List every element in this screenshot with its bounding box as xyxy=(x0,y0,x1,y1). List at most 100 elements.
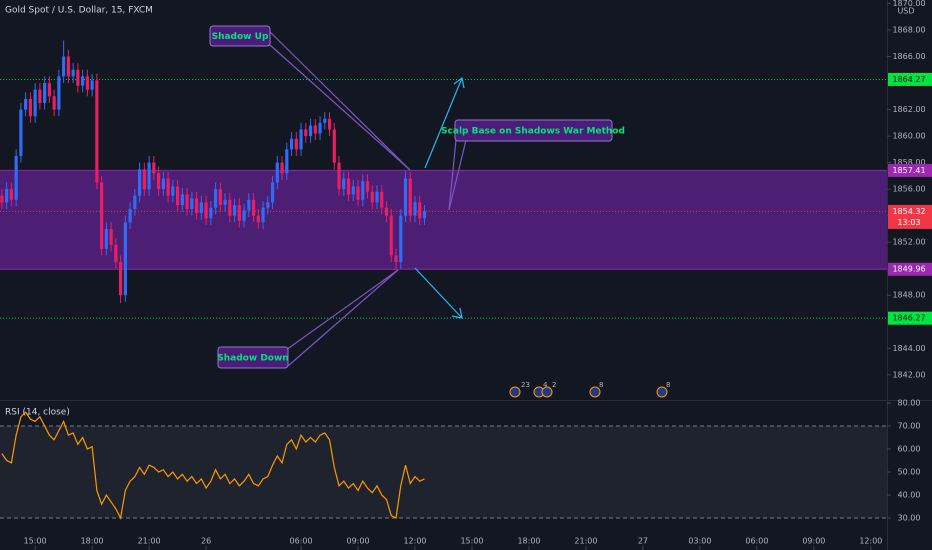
candle-body xyxy=(251,199,256,216)
price-label: 1864.27 xyxy=(892,75,925,84)
x-tick-label: 03:00 xyxy=(688,537,711,546)
candle-body xyxy=(166,178,170,196)
zone xyxy=(0,170,887,270)
x-tick-label: 15:00 xyxy=(24,537,47,546)
candle-body xyxy=(318,122,322,134)
candle-body xyxy=(190,198,194,210)
price-label-bg xyxy=(888,163,932,177)
candle-body xyxy=(384,207,389,216)
event-count: 23 xyxy=(521,381,530,389)
arrow-head xyxy=(453,76,465,89)
candle-body xyxy=(138,169,142,196)
y-tick-label: 1862.00 xyxy=(892,105,925,114)
x-tick-label: 09:00 xyxy=(802,537,825,546)
event-count: 2 xyxy=(552,381,556,389)
events: 23 4 2 8 8 xyxy=(509,381,670,398)
candle-body xyxy=(237,205,241,221)
x-tick-label: 06:00 xyxy=(290,537,313,546)
rsi-title: RSI (14, close) xyxy=(5,408,70,418)
candle-body xyxy=(285,149,289,174)
candle-body xyxy=(308,125,313,137)
candle-body xyxy=(256,215,260,223)
arrow xyxy=(414,267,463,319)
annotation-box xyxy=(454,119,613,142)
candle-body xyxy=(19,109,23,156)
x-tick-label: 18:00 xyxy=(517,537,540,546)
candle-body xyxy=(323,118,327,123)
y-tick-label: 1858.00 xyxy=(892,158,925,167)
candle-body xyxy=(289,138,294,150)
x-tick-label: 18:00 xyxy=(81,537,104,546)
chart-title: Gold Spot / U.S. Dollar, 15, FXCM xyxy=(5,6,153,16)
candle-body xyxy=(294,138,298,150)
candle-body xyxy=(95,80,99,183)
price-label-bg xyxy=(888,262,932,276)
pointer-line xyxy=(448,139,467,211)
price-label: 1857.41 xyxy=(892,166,925,175)
candle-body xyxy=(152,162,156,174)
event-icon xyxy=(541,386,553,398)
candle-body xyxy=(299,129,303,150)
event-icon xyxy=(589,386,601,398)
candle-body xyxy=(104,228,108,249)
x-tick-label: 21:00 xyxy=(574,537,597,546)
candle-body xyxy=(85,76,89,90)
candle-body xyxy=(142,169,146,190)
candle-body xyxy=(422,211,427,219)
y-tick-label: 60.00 xyxy=(898,445,921,454)
annotation-box xyxy=(217,346,289,369)
y-tick-label: 1868.00 xyxy=(892,25,925,34)
candle-body xyxy=(270,182,275,203)
candle-body xyxy=(47,83,51,97)
candle-body xyxy=(5,189,9,203)
candle-body xyxy=(161,178,165,190)
y-tick-label: 1852.00 xyxy=(892,238,925,247)
candle-body xyxy=(275,162,279,183)
candle-body xyxy=(90,80,94,90)
currency: USD xyxy=(897,7,914,16)
x-tick-label: 12:00 xyxy=(403,537,426,546)
pointer-line xyxy=(264,26,411,171)
candle-body xyxy=(332,129,336,163)
candle-body xyxy=(213,189,218,208)
annotation: Shadow Down xyxy=(217,354,288,364)
price-label: 1846.27 xyxy=(892,314,925,323)
candle-body xyxy=(14,155,18,200)
candle-body xyxy=(365,181,370,192)
candle-body xyxy=(370,191,374,203)
y-tick-label: 50.00 xyxy=(898,468,921,477)
arrow-head xyxy=(451,307,463,319)
candle-body xyxy=(175,186,180,206)
candle-body xyxy=(0,195,4,203)
y-tick-label: 30.00 xyxy=(898,514,921,523)
candle-body xyxy=(128,209,132,223)
candle-body xyxy=(313,125,317,134)
candle-body xyxy=(380,191,384,208)
candle-body xyxy=(147,162,151,190)
candle-body xyxy=(261,207,265,223)
candle-body xyxy=(337,162,341,190)
annotation-box xyxy=(209,25,271,47)
candle-body xyxy=(28,98,32,117)
y-tick-label: 40.00 xyxy=(898,491,921,500)
candle-body xyxy=(413,202,417,216)
candle-body xyxy=(76,69,80,86)
event-icon xyxy=(656,386,668,398)
candle-body xyxy=(71,69,75,77)
x-tick-label: 26 xyxy=(201,537,211,546)
candle-body xyxy=(399,215,403,263)
y-tick-label: 1844.00 xyxy=(892,344,925,353)
x-tick-label: 06:00 xyxy=(745,537,768,546)
candle-body xyxy=(389,215,393,256)
pointer-line xyxy=(269,44,411,171)
candle-body xyxy=(123,222,127,296)
candle-body xyxy=(180,194,184,206)
candle-body xyxy=(266,202,270,208)
candle-body xyxy=(356,186,360,200)
event-count: 4 xyxy=(543,381,548,389)
candle-body xyxy=(342,178,346,190)
candle-body xyxy=(66,56,70,77)
y-tick-label: 1860.00 xyxy=(892,132,925,141)
y-tick-label: 70.00 xyxy=(898,421,921,430)
arrow xyxy=(424,77,463,169)
